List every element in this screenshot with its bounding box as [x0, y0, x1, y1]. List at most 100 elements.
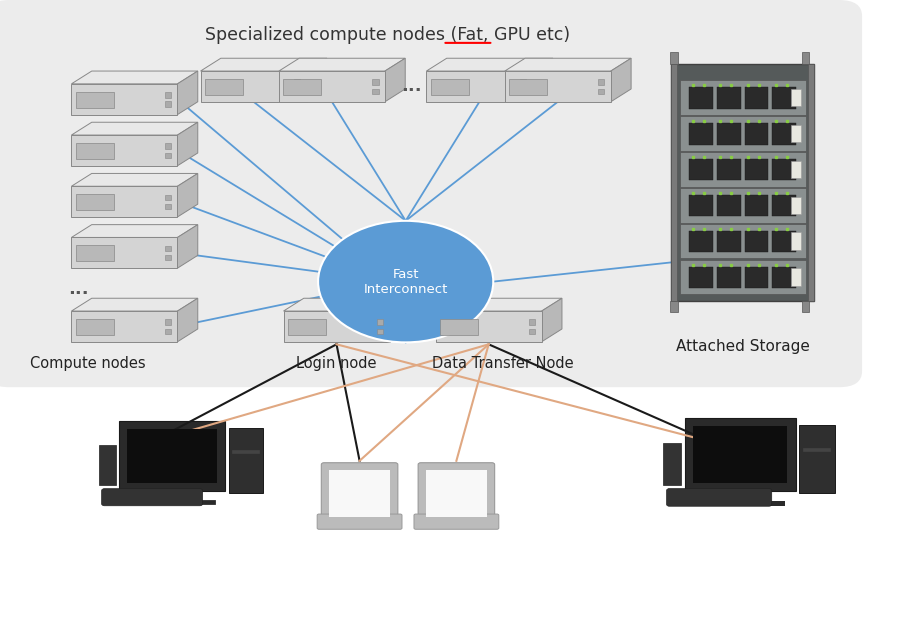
Polygon shape — [306, 58, 326, 102]
Polygon shape — [72, 122, 197, 135]
FancyBboxPatch shape — [693, 426, 787, 483]
FancyBboxPatch shape — [76, 194, 114, 210]
FancyBboxPatch shape — [802, 52, 810, 64]
FancyBboxPatch shape — [165, 204, 171, 209]
FancyBboxPatch shape — [317, 514, 402, 529]
FancyBboxPatch shape — [165, 246, 171, 252]
Polygon shape — [389, 298, 409, 342]
FancyBboxPatch shape — [671, 64, 677, 301]
FancyBboxPatch shape — [529, 328, 536, 334]
FancyBboxPatch shape — [790, 89, 800, 106]
FancyBboxPatch shape — [745, 195, 769, 216]
FancyBboxPatch shape — [520, 79, 526, 85]
FancyBboxPatch shape — [689, 159, 713, 180]
Polygon shape — [177, 225, 197, 268]
FancyBboxPatch shape — [72, 311, 177, 342]
FancyBboxPatch shape — [799, 425, 834, 493]
FancyBboxPatch shape — [802, 301, 810, 312]
FancyBboxPatch shape — [667, 488, 772, 506]
FancyBboxPatch shape — [716, 87, 740, 109]
FancyBboxPatch shape — [663, 443, 681, 485]
FancyBboxPatch shape — [431, 79, 469, 95]
FancyBboxPatch shape — [689, 231, 713, 252]
FancyBboxPatch shape — [372, 88, 379, 94]
FancyBboxPatch shape — [505, 71, 610, 102]
FancyBboxPatch shape — [165, 328, 171, 334]
FancyBboxPatch shape — [165, 143, 171, 149]
FancyBboxPatch shape — [329, 470, 390, 517]
Polygon shape — [72, 225, 197, 237]
FancyBboxPatch shape — [426, 470, 487, 517]
Polygon shape — [177, 173, 197, 217]
FancyBboxPatch shape — [790, 125, 800, 142]
Text: Fast
Interconnect: Fast Interconnect — [363, 268, 448, 296]
FancyBboxPatch shape — [232, 450, 260, 454]
FancyBboxPatch shape — [670, 52, 678, 64]
FancyBboxPatch shape — [165, 101, 171, 107]
FancyBboxPatch shape — [716, 159, 740, 180]
FancyBboxPatch shape — [598, 88, 605, 94]
Polygon shape — [177, 122, 197, 166]
FancyBboxPatch shape — [790, 232, 800, 250]
Text: Attached Storage: Attached Storage — [676, 339, 810, 354]
Polygon shape — [201, 58, 326, 71]
Polygon shape — [177, 298, 197, 342]
Polygon shape — [436, 298, 561, 311]
FancyBboxPatch shape — [689, 123, 713, 145]
FancyBboxPatch shape — [165, 92, 171, 98]
Circle shape — [318, 221, 493, 342]
Polygon shape — [385, 58, 406, 102]
FancyBboxPatch shape — [745, 159, 769, 180]
FancyBboxPatch shape — [773, 159, 797, 180]
FancyBboxPatch shape — [689, 87, 713, 109]
FancyBboxPatch shape — [436, 311, 542, 342]
Polygon shape — [532, 58, 553, 102]
Polygon shape — [177, 71, 197, 115]
FancyBboxPatch shape — [680, 260, 806, 294]
FancyBboxPatch shape — [278, 71, 385, 102]
FancyBboxPatch shape — [72, 84, 177, 115]
FancyBboxPatch shape — [127, 429, 218, 483]
FancyBboxPatch shape — [745, 87, 769, 109]
FancyBboxPatch shape — [72, 186, 177, 217]
FancyBboxPatch shape — [165, 195, 171, 200]
FancyBboxPatch shape — [165, 255, 171, 260]
FancyBboxPatch shape — [680, 80, 806, 115]
Polygon shape — [72, 71, 197, 84]
Polygon shape — [505, 58, 631, 71]
Polygon shape — [426, 58, 553, 71]
FancyBboxPatch shape — [790, 161, 800, 178]
FancyBboxPatch shape — [598, 79, 605, 85]
FancyBboxPatch shape — [205, 79, 243, 95]
FancyBboxPatch shape — [372, 79, 379, 85]
FancyBboxPatch shape — [716, 231, 740, 252]
FancyBboxPatch shape — [680, 152, 806, 187]
FancyBboxPatch shape — [76, 143, 114, 159]
Text: Specialized compute nodes (Fat, GPU etc): Specialized compute nodes (Fat, GPU etc) — [205, 26, 570, 44]
FancyBboxPatch shape — [99, 445, 115, 485]
FancyBboxPatch shape — [670, 301, 678, 312]
FancyBboxPatch shape — [809, 64, 814, 301]
FancyBboxPatch shape — [773, 267, 797, 288]
FancyBboxPatch shape — [294, 88, 301, 94]
FancyBboxPatch shape — [745, 123, 769, 145]
FancyBboxPatch shape — [0, 0, 862, 387]
FancyBboxPatch shape — [671, 64, 814, 301]
FancyBboxPatch shape — [716, 123, 740, 145]
FancyBboxPatch shape — [426, 71, 532, 102]
FancyBboxPatch shape — [790, 196, 800, 214]
Polygon shape — [278, 58, 406, 71]
FancyBboxPatch shape — [773, 87, 797, 109]
FancyBboxPatch shape — [803, 448, 832, 452]
FancyBboxPatch shape — [773, 195, 797, 216]
FancyBboxPatch shape — [414, 514, 499, 529]
FancyBboxPatch shape — [440, 319, 479, 335]
FancyBboxPatch shape — [716, 195, 740, 216]
FancyBboxPatch shape — [229, 428, 263, 493]
FancyBboxPatch shape — [72, 135, 177, 166]
FancyBboxPatch shape — [745, 231, 769, 252]
FancyBboxPatch shape — [680, 116, 806, 151]
FancyBboxPatch shape — [165, 319, 171, 325]
FancyBboxPatch shape — [165, 152, 171, 158]
FancyBboxPatch shape — [288, 319, 326, 335]
